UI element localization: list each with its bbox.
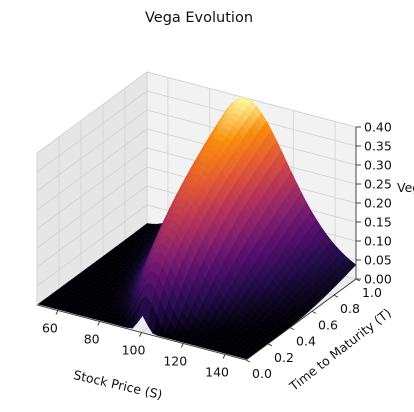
x-tick-label: 60 <box>42 321 58 336</box>
x-tick-label: 100 <box>122 343 146 358</box>
x-tick-mark <box>55 310 59 315</box>
gridline-z-side <box>36 128 148 211</box>
x-tick-label: 140 <box>205 365 229 380</box>
gridline-z-side <box>36 147 148 230</box>
z-tick-label: 0.10 <box>364 234 392 249</box>
gridline-z-side <box>36 166 148 249</box>
x-tick-mark <box>180 343 184 348</box>
z-tick-label: 0.30 <box>364 158 392 173</box>
gridline-z-side <box>36 71 148 154</box>
gridline-z-back <box>146 71 357 128</box>
surface-patch <box>142 295 152 326</box>
z-tick-label: 0.20 <box>364 196 392 211</box>
y-tick-label: 0.8 <box>340 301 360 316</box>
x-tick-mark <box>222 354 226 359</box>
x-tick-label: 80 <box>84 332 100 347</box>
z-tick-label: 0.35 <box>364 139 392 154</box>
z-tick-label: 0.40 <box>364 120 392 135</box>
gridline-z-side <box>36 109 148 192</box>
z-tick-label: 0.25 <box>364 177 392 192</box>
y-tick-label: 0.0 <box>252 366 272 381</box>
y-tick-mark <box>333 294 339 298</box>
z-tick-label: 0.15 <box>364 215 392 230</box>
y-axis-line <box>245 278 357 361</box>
y-tick-mark <box>267 343 273 347</box>
y-tick-label: 0.2 <box>274 350 294 365</box>
gridline-z-side <box>36 204 148 287</box>
x-tick-label: 120 <box>163 354 187 369</box>
gridline-z-side <box>36 185 148 268</box>
x-tick-mark <box>97 321 101 326</box>
y-tick-label: 1.0 <box>362 285 382 300</box>
z-tick-label: 0.00 <box>364 272 392 287</box>
y-tick-mark <box>289 327 295 331</box>
axes: 60 80 100 120 140 0.00.20.40.60.81.00.00 0.05 0… <box>36 120 392 381</box>
x-axis-label: Stock Price (S) <box>72 367 164 402</box>
y-tick-mark <box>245 359 251 363</box>
gridline-z-side <box>36 90 148 173</box>
chart-title: Vega Evolution <box>145 10 253 26</box>
y-tick-mark <box>311 310 317 314</box>
y-tick-label: 0.4 <box>296 334 316 349</box>
z-tick-label: 0.05 <box>364 253 392 268</box>
z-axis-label: Vega <box>397 180 414 195</box>
x-tick-mark <box>139 332 142 337</box>
vega-surface <box>37 97 357 360</box>
y-tick-label: 0.6 <box>318 317 338 332</box>
